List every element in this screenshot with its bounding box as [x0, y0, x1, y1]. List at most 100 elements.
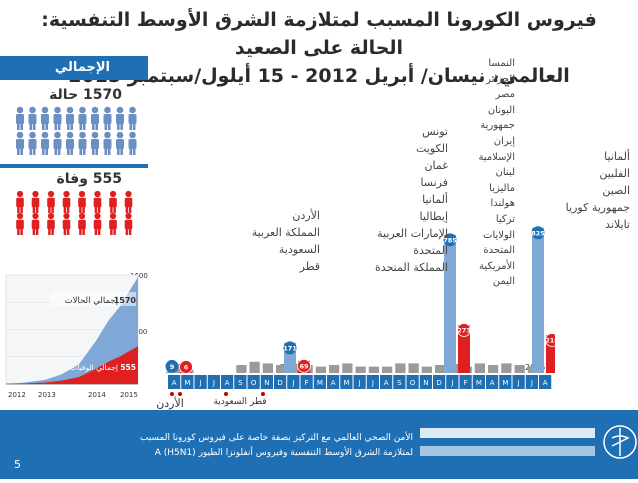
monthly-case-bar — [488, 365, 499, 373]
month-cell — [433, 375, 446, 389]
person-head — [66, 131, 74, 139]
countries-2014: النمسا الجزائر مصر اليونان جمهورية إيران الإسل… — [455, 56, 515, 290]
monthly-case-bar — [315, 366, 326, 373]
person-leg — [104, 148, 108, 155]
person-leg — [45, 148, 48, 155]
person-leg — [20, 228, 23, 235]
year-cases-bar — [532, 227, 544, 373]
who-staff-icon — [611, 428, 630, 456]
country-item: ألمانيا — [422, 193, 448, 206]
person-body — [62, 197, 71, 208]
person-body — [53, 139, 62, 149]
cases-value-label: 825 — [531, 229, 545, 237]
person-body — [103, 114, 112, 124]
country-item: الإسلامية — [478, 151, 515, 163]
month-tick: M — [184, 379, 190, 387]
person-body — [109, 197, 117, 208]
person-head — [47, 190, 55, 198]
inset-cases-label: إجمالي الحالات — [65, 296, 118, 306]
person-leg — [117, 148, 120, 155]
person-head — [41, 131, 49, 139]
person-head — [91, 106, 99, 114]
country-item: المتحدة — [413, 244, 448, 257]
month-cell — [380, 375, 393, 389]
month-tick: J — [358, 379, 361, 387]
month-cell — [181, 375, 194, 389]
country-item: السعودية — [278, 243, 320, 256]
month-cell — [207, 375, 220, 389]
person-body — [124, 219, 133, 230]
month-cell — [221, 375, 234, 389]
month-cell — [539, 375, 552, 389]
person-head — [16, 131, 24, 139]
month-cell — [499, 375, 512, 389]
person-body — [103, 139, 112, 149]
person-head — [16, 212, 24, 220]
month-tick: S — [238, 379, 243, 387]
person-head — [29, 106, 36, 114]
person-leg — [97, 206, 101, 213]
person-leg — [66, 206, 70, 213]
person-leg — [79, 148, 83, 155]
monthly-case-bar — [355, 366, 366, 373]
month-tick: M — [502, 379, 508, 387]
person-body — [16, 219, 24, 230]
person-leg — [79, 228, 82, 235]
inset-year-tick: 2014 — [88, 391, 106, 399]
country-item: إيطاليا — [419, 210, 448, 223]
person-body — [16, 197, 24, 208]
person-head — [32, 190, 39, 198]
person-head — [94, 212, 101, 220]
month-tick: O — [251, 379, 257, 387]
month-cell — [234, 375, 247, 389]
deaths-value-label: 69 — [299, 362, 309, 370]
month-cell — [274, 375, 287, 389]
inset-y-tick-top: 1600 — [130, 272, 148, 280]
person-leg — [20, 123, 23, 130]
month-tick: D — [436, 379, 441, 387]
person-leg — [29, 148, 33, 155]
event-marker-dot — [224, 392, 228, 396]
deaths-value-label: 216 — [545, 336, 555, 344]
person-leg — [132, 123, 136, 130]
person-head — [79, 131, 86, 139]
person-body — [109, 219, 117, 230]
person-leg — [113, 206, 116, 213]
summary-header-label: الإجمالي — [54, 60, 110, 75]
person-leg — [107, 123, 111, 130]
month-cell — [393, 375, 406, 389]
person-head — [32, 212, 39, 220]
month-tick: A — [225, 379, 230, 387]
person-leg — [51, 228, 54, 235]
country-item: قطر — [299, 260, 320, 273]
person-leg — [120, 148, 123, 155]
deaths-value-label: 6 — [184, 363, 189, 371]
person-leg — [92, 123, 95, 130]
monthly-case-bar — [395, 363, 406, 373]
monthly-case-bar — [474, 363, 485, 373]
person-leg — [17, 206, 20, 213]
person-head — [116, 131, 124, 139]
person-leg — [94, 228, 98, 235]
page-number: 5 — [14, 458, 21, 471]
person-head — [54, 131, 61, 139]
person-head — [125, 190, 132, 198]
person-leg — [67, 148, 70, 155]
person-leg — [57, 148, 61, 155]
person-leg — [92, 148, 95, 155]
person-leg — [17, 148, 20, 155]
total-cases-label: 1570 حالة — [49, 87, 122, 103]
person-body — [16, 139, 24, 149]
month-cell — [459, 375, 472, 389]
person-leg — [32, 148, 36, 155]
countries-2015: ألمانيا الفلبين الصين جمهورية كوريا تايلاند — [556, 148, 630, 233]
country-item: الإمارات العربية — [377, 227, 448, 240]
person-head — [91, 131, 99, 139]
person-leg — [48, 206, 51, 213]
person-leg — [32, 206, 36, 213]
month-tick: F — [464, 379, 468, 387]
event-marker-dot — [170, 392, 174, 396]
person-body — [128, 139, 137, 149]
person-head — [29, 131, 36, 139]
month-tick: S — [397, 379, 402, 387]
